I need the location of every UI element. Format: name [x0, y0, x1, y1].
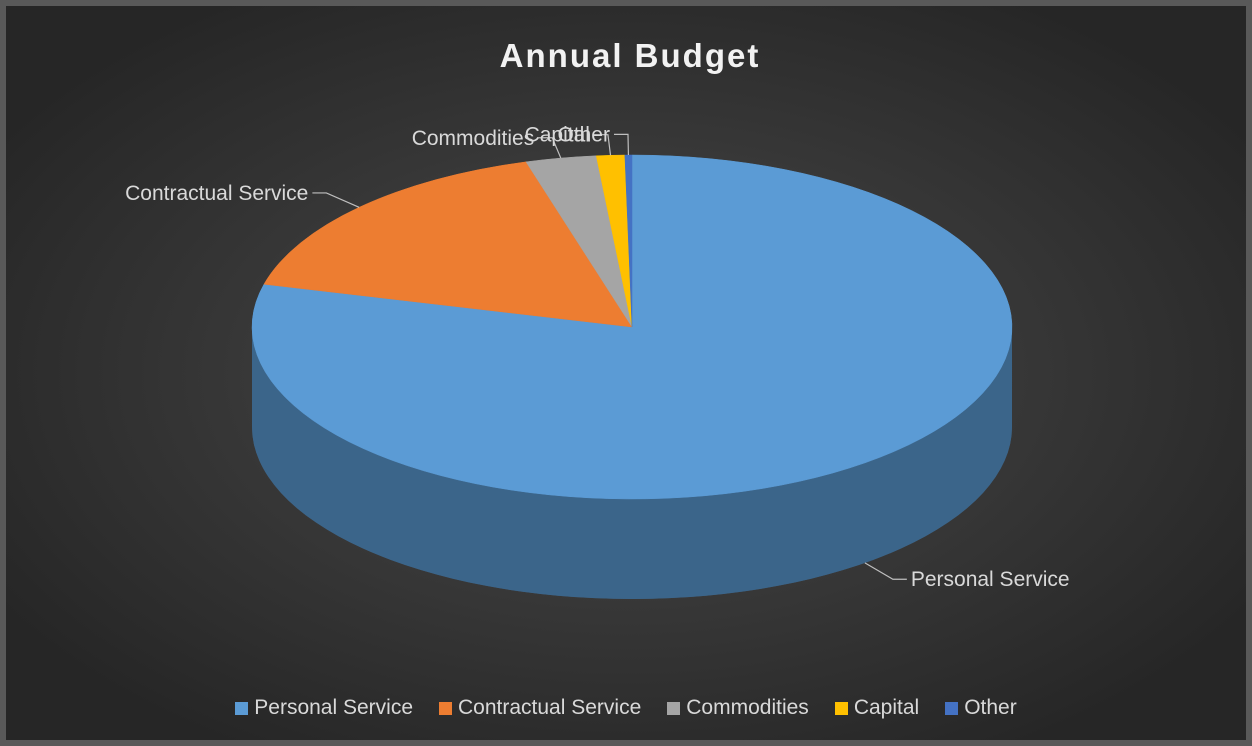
legend-swatch — [945, 701, 959, 715]
legend-label: Personal Service — [254, 696, 414, 719]
data-label-other: Other — [557, 123, 610, 146]
data-label-personal-service: Personal Service — [911, 568, 1070, 591]
legend-item-contractual-service: Contractual Service — [439, 696, 641, 720]
legend-swatch — [834, 701, 848, 715]
legend-swatch — [439, 701, 453, 715]
legend-swatch — [235, 701, 249, 715]
leader-line-other — [613, 133, 630, 156]
pie-slice-other — [624, 154, 633, 328]
legend-swatch — [667, 701, 681, 715]
pie-slice-contractual-service — [263, 161, 633, 328]
legend-label: Commodities — [686, 696, 809, 719]
data-label-commodities: Commodities — [412, 127, 535, 150]
legend-label: Capital — [853, 696, 920, 719]
legend-item-personal-service: Personal Service — [235, 696, 413, 720]
leader-line-commodities — [538, 137, 562, 159]
leader-line-personal-service — [864, 562, 907, 580]
legend-label: Other — [964, 696, 1017, 719]
leader-line-capital — [593, 134, 612, 156]
legend-item-capital: Capital — [834, 696, 920, 720]
pie-side-personal-service — [252, 327, 1012, 599]
legend-item-other: Other — [945, 696, 1017, 720]
legend-item-commodities: Commodities — [667, 696, 809, 720]
legend-label: Contractual Service — [458, 696, 642, 719]
chart-title: Annual Budget — [500, 37, 761, 74]
leader-line-contractual-service — [312, 192, 360, 208]
legend: Personal Service Contractual Service Commo… — [0, 696, 1252, 720]
pie-side-shade — [252, 327, 1012, 599]
data-label-capital: Capital — [525, 124, 590, 147]
data-label-contractual-service: Contractual Service — [125, 182, 308, 205]
